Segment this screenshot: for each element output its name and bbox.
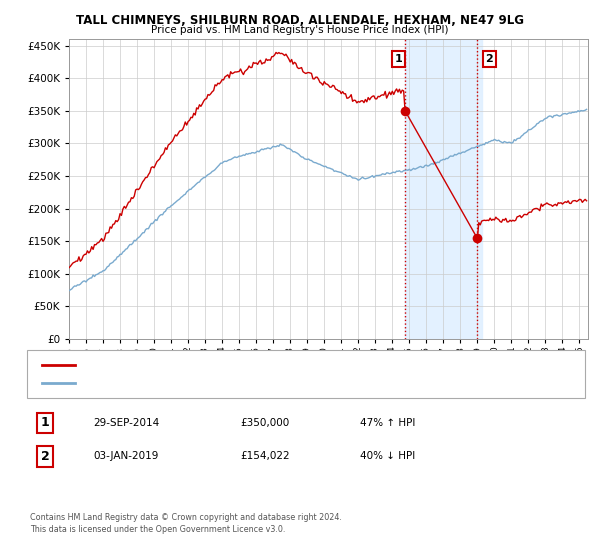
- Text: TALL CHIMNEYS, SHILBURN ROAD, ALLENDALE, HEXHAM, NE47 9LG: TALL CHIMNEYS, SHILBURN ROAD, ALLENDALE,…: [76, 14, 524, 27]
- Text: 03-JAN-2019: 03-JAN-2019: [93, 451, 158, 461]
- Text: Contains HM Land Registry data © Crown copyright and database right 2024.: Contains HM Land Registry data © Crown c…: [30, 514, 342, 522]
- Text: £154,022: £154,022: [240, 451, 290, 461]
- Text: 47% ↑ HPI: 47% ↑ HPI: [360, 418, 415, 428]
- Text: 1: 1: [41, 416, 49, 430]
- Text: 29-SEP-2014: 29-SEP-2014: [93, 418, 159, 428]
- Text: £350,000: £350,000: [240, 418, 289, 428]
- Text: 1: 1: [394, 54, 402, 64]
- Text: HPI: Average price, detached house, Northumberland: HPI: Average price, detached house, Nort…: [81, 379, 312, 388]
- Text: TALL CHIMNEYS, SHILBURN ROAD, ALLENDALE, HEXHAM, NE47 9LG (detached house): TALL CHIMNEYS, SHILBURN ROAD, ALLENDALE,…: [81, 360, 452, 369]
- Text: Price paid vs. HM Land Registry's House Price Index (HPI): Price paid vs. HM Land Registry's House …: [151, 25, 449, 35]
- Bar: [405, 39, 482, 339]
- Text: 2: 2: [485, 54, 493, 64]
- Text: This data is licensed under the Open Government Licence v3.0.: This data is licensed under the Open Gov…: [30, 525, 286, 534]
- Text: 2: 2: [41, 450, 49, 463]
- Text: 40% ↓ HPI: 40% ↓ HPI: [360, 451, 415, 461]
